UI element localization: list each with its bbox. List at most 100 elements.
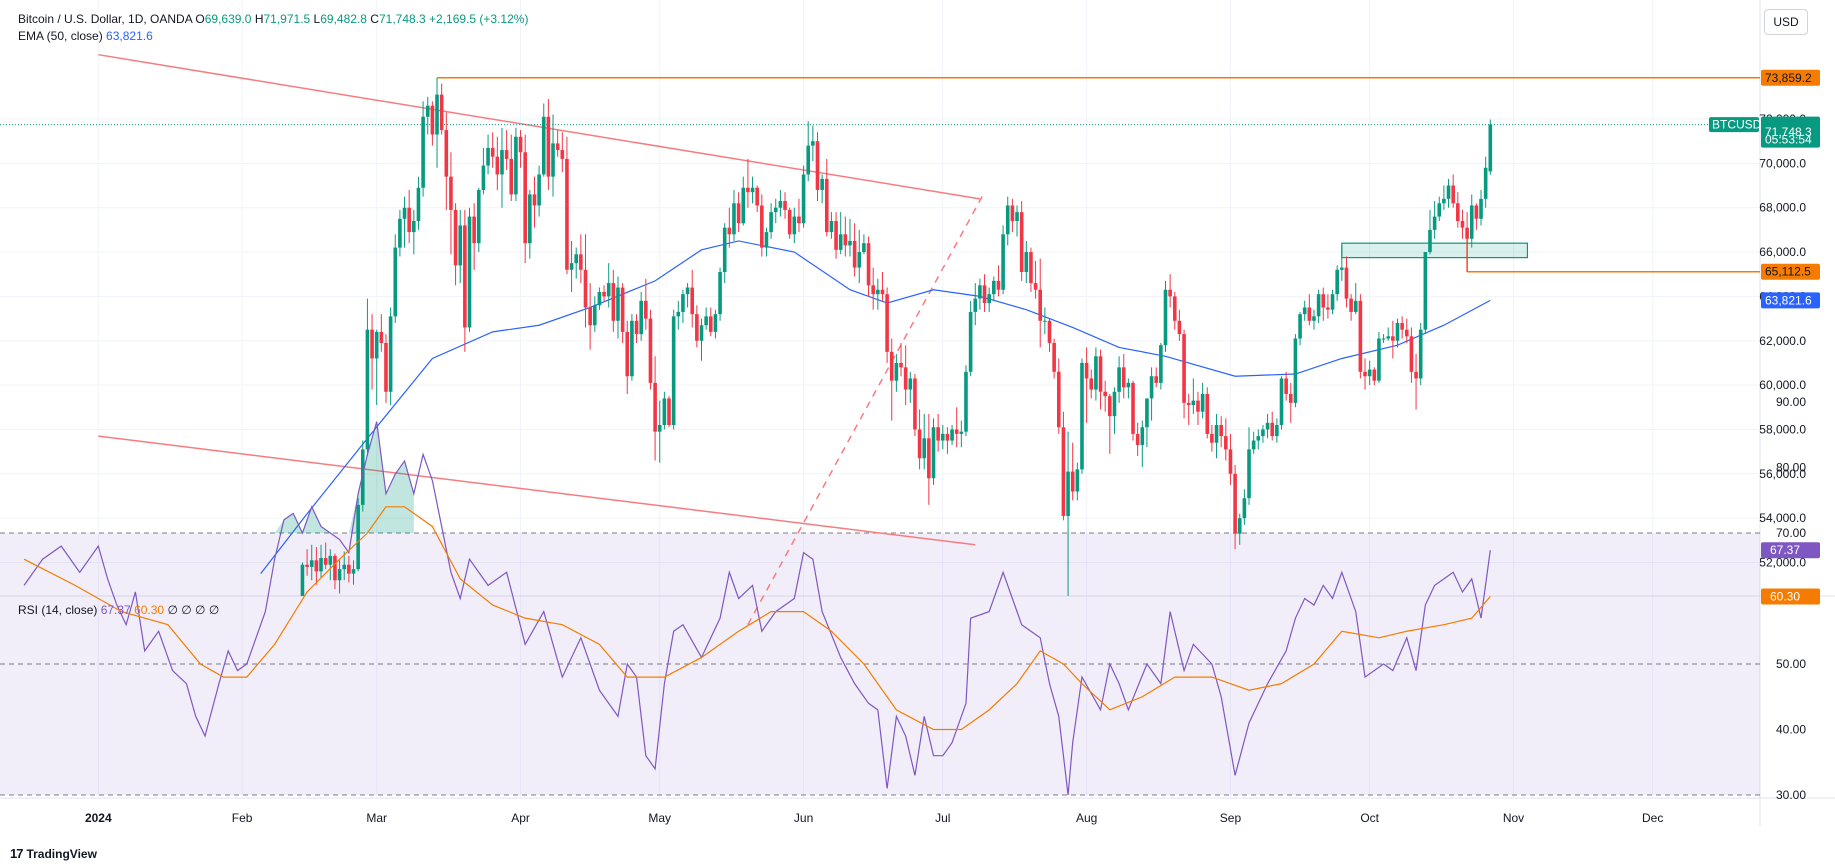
- candle-body: [1456, 203, 1460, 222]
- candle-body: [463, 225, 467, 328]
- candle-body: [565, 158, 569, 270]
- candle-body: [1191, 400, 1196, 406]
- candle-body: [398, 218, 402, 248]
- candle-body: [569, 263, 574, 270]
- candle-body: [764, 232, 769, 248]
- low-label: L: [313, 12, 321, 26]
- candle-body: [801, 174, 806, 224]
- candle-body: [1261, 429, 1265, 437]
- candle-body: [1228, 449, 1233, 474]
- candle-body: [1270, 422, 1275, 437]
- candle-body: [546, 116, 551, 177]
- candle-body: [667, 398, 671, 426]
- candle-body: [982, 285, 987, 304]
- ema-label: EMA (50, close): [18, 29, 103, 43]
- candle-body: [852, 240, 857, 268]
- candle-body: [630, 320, 634, 377]
- candle-body: [792, 216, 797, 235]
- candle-body: [1335, 269, 1339, 295]
- candle-body: [597, 291, 602, 306]
- candle-body: [1131, 382, 1135, 434]
- currency-button[interactable]: USD: [1764, 9, 1808, 35]
- candle-body: [644, 300, 648, 319]
- time-tick-label: Aug: [1076, 811, 1097, 825]
- rsi-ma-price-tag-bg: [1761, 588, 1820, 605]
- candle-body: [1024, 252, 1029, 273]
- candle-body: [741, 187, 746, 224]
- open-value: 69,639.0: [204, 12, 252, 26]
- candle-body: [834, 221, 838, 250]
- tradingview-logo[interactable]: 17 TradingView: [10, 846, 97, 861]
- candle-body: [1451, 185, 1455, 204]
- candle-body: [379, 331, 384, 343]
- price-tick-label: 52,000.0: [1759, 556, 1806, 570]
- candle-body: [1001, 234, 1005, 290]
- candle-body: [1066, 471, 1070, 516]
- close-value: 71,748.3: [378, 12, 426, 26]
- candle-body: [1043, 320, 1047, 322]
- candle-body: [1381, 338, 1386, 340]
- price-tick-label: 68,000.0: [1759, 201, 1806, 215]
- countdown-tag: 05:53:54: [1765, 133, 1812, 147]
- open-label: O: [195, 12, 205, 26]
- symbol-tag: BTCUSD: [1712, 118, 1762, 132]
- candle-body: [917, 429, 922, 459]
- candle-body: [1307, 307, 1312, 321]
- candle-body: [778, 201, 783, 208]
- candle-body: [467, 216, 472, 328]
- support-price-tag: 65,112.5: [1765, 265, 1811, 279]
- rsi-tick-label: 80.00: [1776, 461, 1806, 475]
- candle-body: [449, 176, 453, 210]
- candle-body: [857, 252, 862, 268]
- candle-body: [1108, 396, 1112, 417]
- candle-body: [871, 285, 875, 295]
- candle-body: [314, 560, 319, 572]
- candle-body: [931, 427, 936, 479]
- candle-body: [481, 165, 486, 190]
- rsi-legend[interactable]: RSI (14, close) 67.37 60.30 ∅ ∅ ∅ ∅: [18, 603, 219, 617]
- candle-body: [504, 150, 509, 159]
- candle-body: [987, 294, 991, 304]
- candle-body: [309, 560, 314, 567]
- close-label: C: [370, 12, 379, 26]
- candle-body: [885, 294, 889, 352]
- candle-body: [472, 216, 476, 244]
- candle-body: [1247, 449, 1251, 499]
- rsi-series: [23, 421, 1491, 796]
- candle-body: [704, 316, 708, 326]
- candle-body: [1409, 336, 1414, 372]
- candle-body: [708, 316, 713, 332]
- candle-body: [783, 201, 787, 210]
- candle-body: [1344, 267, 1349, 299]
- candle-body: [1112, 391, 1117, 417]
- candle-body: [653, 382, 657, 432]
- candle-body: [1140, 427, 1145, 445]
- candle-body: [620, 287, 625, 332]
- candle-body: [713, 314, 718, 332]
- candle-body: [787, 209, 792, 235]
- candle-body: [880, 289, 885, 295]
- candle-body: [718, 272, 722, 315]
- candle-body: [360, 449, 365, 505]
- candle-body: [495, 156, 500, 175]
- candle-body: [1465, 227, 1469, 239]
- candle-body: [616, 287, 620, 321]
- candle-body: [1154, 376, 1159, 383]
- ema-price-tag-bg: [1761, 292, 1820, 309]
- rsi-price-tag-bg: [1761, 542, 1820, 559]
- rsi-ma-price-tag: 60.30: [1770, 590, 1800, 604]
- candle-body: [1172, 296, 1177, 321]
- candle-body: [333, 555, 337, 581]
- rsi-tick-label: 70.00: [1776, 526, 1806, 540]
- candle-body: [959, 431, 964, 434]
- candle-body: [662, 398, 667, 426]
- time-tick-label: Oct: [1360, 811, 1379, 825]
- ema-legend[interactable]: EMA (50, close) 63,821.6: [18, 29, 153, 43]
- candle-body: [351, 569, 356, 574]
- candle-body: [509, 158, 514, 195]
- candle-body: [356, 504, 360, 570]
- candle-body: [1414, 371, 1418, 379]
- candle-body: [328, 555, 333, 565]
